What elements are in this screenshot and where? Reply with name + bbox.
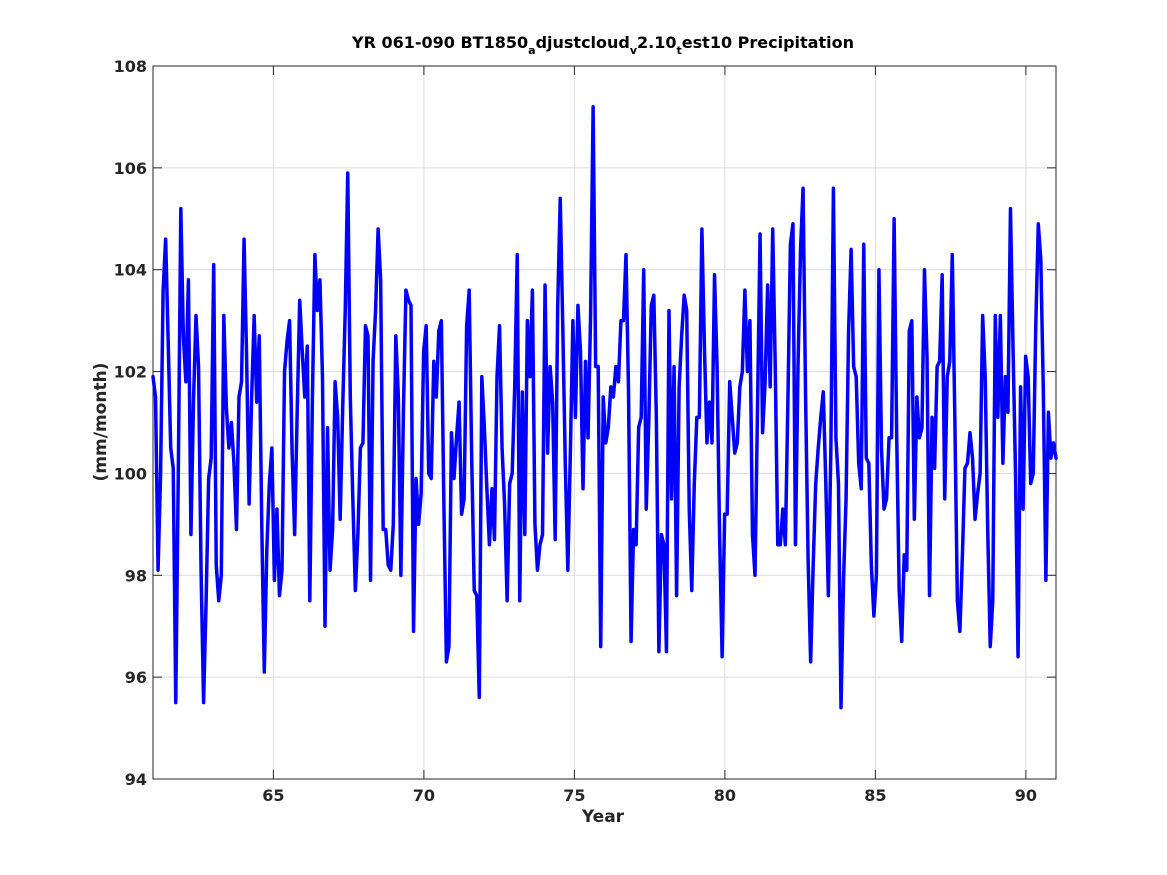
y-tick-label: 98 <box>125 566 147 585</box>
chart-title-part-6: est10 Precipitation <box>682 33 854 52</box>
y-tick-label: 102 <box>114 363 147 382</box>
x-tick-label: 75 <box>563 786 585 805</box>
y-axis: 94 96 98 100 102 104 106 108 <box>114 57 1056 789</box>
x-tick-label: 85 <box>864 786 886 805</box>
y-tick-label: 100 <box>114 464 147 483</box>
y-tick-label: 106 <box>114 159 147 178</box>
chart-title-part-3: v <box>630 44 638 57</box>
plot-area <box>152 65 1057 780</box>
x-axis: 65 70 75 80 85 90 <box>262 66 1037 805</box>
y-axis-label: (mm/month) <box>91 363 111 482</box>
x-tick-label: 80 <box>714 786 736 805</box>
y-tick-label: 104 <box>114 261 147 280</box>
chart-title-part-4: 2.10 <box>637 33 676 52</box>
y-tick-label: 108 <box>114 57 147 76</box>
x-tick-label: 90 <box>1015 786 1037 805</box>
chart-title-part-1: a <box>528 44 535 57</box>
chart-title-part-5: t <box>677 44 682 57</box>
y-tick-label: 94 <box>125 770 147 789</box>
x-axis-label: Year <box>581 807 625 827</box>
x-tick-label: 65 <box>262 786 284 805</box>
x-tick-label: 70 <box>413 786 435 805</box>
chart-title-part-2: djustcloud <box>536 33 630 52</box>
y-tick-label: 96 <box>125 668 147 687</box>
chart-title-part-0: YR 061-090 BT1850 <box>351 33 528 52</box>
chart-title: YR 061-090 BT1850adjustcloudv2.10test10 … <box>351 33 854 57</box>
series-line-precipitation <box>151 104 1058 710</box>
